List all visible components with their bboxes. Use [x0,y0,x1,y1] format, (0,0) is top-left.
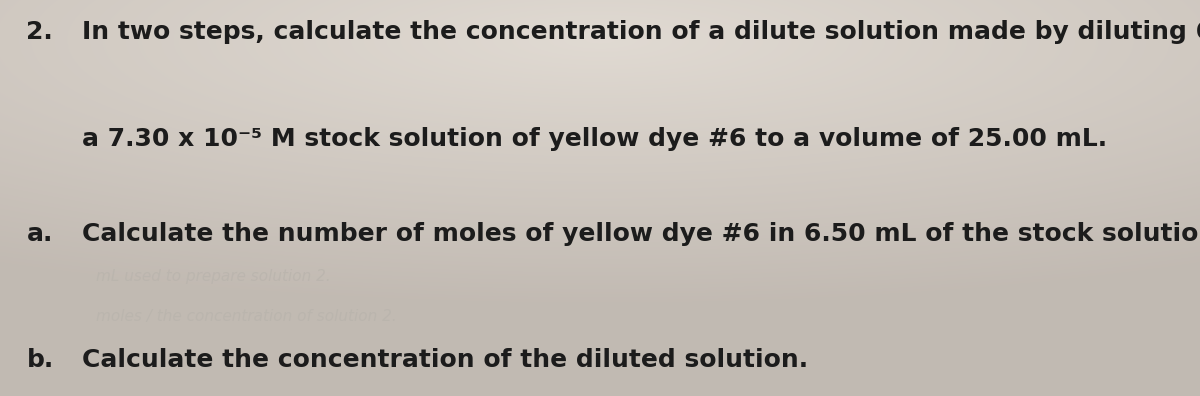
Text: b.: b. [26,348,54,373]
Text: Calculate the concentration of the diluted solution.: Calculate the concentration of the dilut… [82,348,808,373]
Text: Calculate the number of moles of yellow dye #6 in 6.50 mL of the stock solution.: Calculate the number of moles of yellow … [82,222,1200,246]
Text: In two steps, calculate the concentration of a dilute solution made by diluting : In two steps, calculate the concentratio… [82,20,1200,44]
Text: moles / the concentration of solution 2.: moles / the concentration of solution 2. [96,309,397,324]
Text: 2.: 2. [26,20,53,44]
Text: mL used to prepare solution 2.: mL used to prepare solution 2. [96,269,331,284]
Text: a 7.30 x 10⁻⁵ M stock solution of yellow dye #6 to a volume of 25.00 mL.: a 7.30 x 10⁻⁵ M stock solution of yellow… [82,127,1106,151]
Text: a.: a. [26,222,53,246]
